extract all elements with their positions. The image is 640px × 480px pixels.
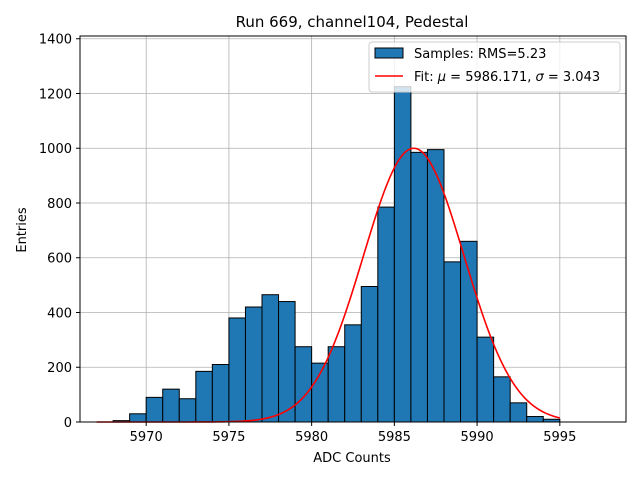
histogram-bar xyxy=(162,388,180,423)
x-tick-label: 5995 xyxy=(543,430,576,445)
histogram-bar xyxy=(526,416,544,423)
y-tick-label: 1400 xyxy=(39,33,72,48)
histogram-bar xyxy=(278,301,296,423)
x-axis-label: ADC Counts xyxy=(313,451,391,466)
histogram-bar xyxy=(211,364,230,423)
histogram-bar xyxy=(377,206,395,423)
legend-fit-prefix: Fit: xyxy=(414,70,438,85)
y-tick-label: 1200 xyxy=(39,87,72,102)
histogram-bar xyxy=(410,151,428,423)
legend-fit-sigma-symbol: σ xyxy=(536,70,545,85)
histogram-bar xyxy=(393,86,412,423)
axes-frame xyxy=(79,35,627,423)
chart-title: Run 669, channel104, Pedestal xyxy=(236,13,469,31)
histogram-bar xyxy=(145,396,164,423)
histogram-bar xyxy=(460,240,478,423)
legend-fit-mu-value: = 5986.171, xyxy=(446,70,535,85)
histogram-bar xyxy=(476,336,495,423)
histogram-bar xyxy=(129,413,147,423)
histogram-bar xyxy=(360,285,379,423)
histogram-bar xyxy=(493,376,511,423)
histogram-bar xyxy=(509,402,528,423)
histogram-bar xyxy=(244,306,263,423)
legend-fit-mu-symbol: μ xyxy=(437,70,446,85)
histogram-bar xyxy=(443,261,462,423)
histogram-bar xyxy=(327,346,346,423)
histogram-bar xyxy=(344,324,362,423)
legend-swatch-histogram xyxy=(374,47,404,59)
x-tick-label: 5985 xyxy=(378,430,411,445)
histogram-bar xyxy=(228,317,246,423)
legend: Samples: RMS=5.23 Fit: μ = 5986.171, σ =… xyxy=(368,41,621,93)
plot-area: 5970 5975 5980 5985 5990 5995 0 200 400 600 800 100… xyxy=(39,33,627,445)
y-tick-label: 1000 xyxy=(39,142,72,157)
legend-label-histogram: Samples: RMS=5.23 xyxy=(414,47,546,62)
histogram-bar xyxy=(261,294,280,423)
y-tick-label: 600 xyxy=(47,252,72,267)
histogram-bar xyxy=(426,149,445,423)
histogram-bar xyxy=(178,398,197,423)
x-tick-label: 5970 xyxy=(130,430,163,445)
y-tick-label: 400 xyxy=(47,306,72,321)
histogram-bar xyxy=(294,346,313,423)
legend-frame xyxy=(368,41,621,93)
legend-fit-sigma-value: = 3.043 xyxy=(544,70,600,85)
x-tick-label: 5975 xyxy=(212,430,245,445)
y-axis-label: Entries xyxy=(15,207,30,253)
histogram-bar xyxy=(311,362,329,423)
x-tick-label: 5990 xyxy=(461,430,494,445)
histogram-bar xyxy=(195,370,213,423)
x-tick-label: 5980 xyxy=(295,430,328,445)
y-tick-label: 0 xyxy=(64,416,72,431)
legend-label-fit: Fit: μ = 5986.171, σ = 3.043 xyxy=(414,70,600,85)
y-tick-label: 800 xyxy=(47,197,72,212)
y-tick-label: 200 xyxy=(47,361,72,376)
